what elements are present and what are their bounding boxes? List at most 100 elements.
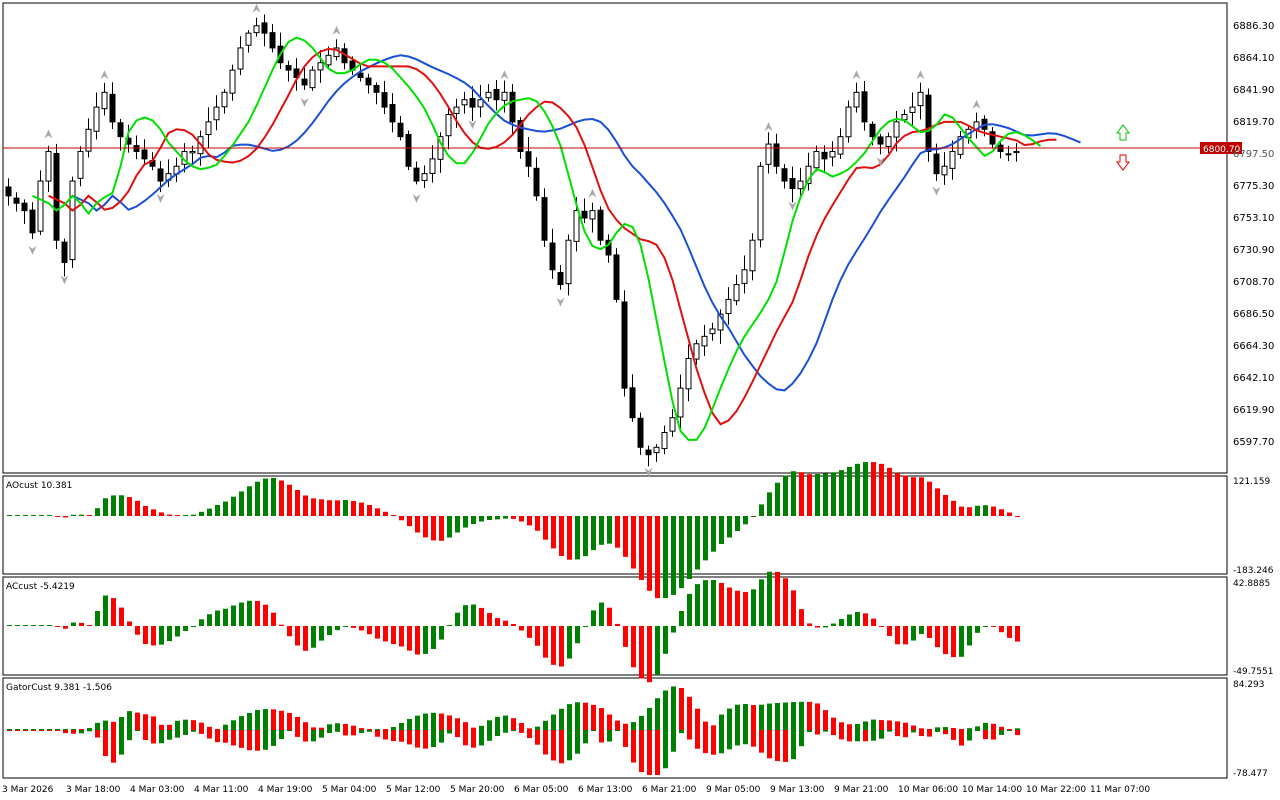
candle-body	[797, 180, 804, 190]
candle-body	[1013, 150, 1020, 154]
gator-down-bar	[671, 730, 676, 752]
candle-body	[285, 65, 292, 71]
candle-body	[301, 78, 308, 86]
gator-down-bar	[847, 730, 852, 742]
gator-down-bar	[591, 730, 596, 731]
gator-down-bar	[919, 730, 924, 736]
candle-body	[317, 62, 324, 71]
ao-bar	[503, 516, 508, 519]
gator-down-bar	[271, 730, 276, 746]
gator-up-bar	[719, 714, 724, 730]
gator-up-bar	[191, 720, 196, 730]
alligator-teeth-line	[48, 47, 1057, 426]
price-tick-label: 6753.10	[1233, 213, 1274, 224]
gator-down-bar	[663, 730, 668, 769]
gator-down-bar	[263, 730, 268, 750]
gator-down-bar	[215, 730, 220, 743]
gator-up-bar	[455, 718, 460, 730]
ao-bar	[63, 516, 68, 518]
ao-bar	[703, 516, 708, 561]
gator-down-bar	[151, 730, 156, 744]
gator-down-bar	[95, 730, 100, 738]
ao-bar	[719, 516, 724, 544]
gator-up-bar	[351, 725, 356, 730]
candle-body	[925, 94, 932, 152]
gator-down-bar	[567, 730, 572, 761]
gator-up-bar	[439, 713, 444, 730]
ac-bar	[343, 626, 348, 627]
fractal-down-icon	[468, 120, 477, 130]
ac-bar	[95, 611, 100, 626]
ao-bar	[103, 498, 108, 516]
candle-body	[869, 123, 876, 138]
candle-body	[821, 151, 828, 160]
gator-up-bar	[687, 696, 692, 730]
gator-up-bar	[975, 726, 980, 730]
ac-bar	[247, 600, 252, 626]
fractal-down-icon	[300, 97, 309, 107]
ao-bar	[71, 514, 76, 516]
ao-max-label: 121.159	[1233, 477, 1270, 487]
current-price-tag	[1200, 142, 1242, 154]
ao-bar	[183, 515, 188, 516]
ac-bar	[527, 626, 532, 638]
gator-down-bar	[191, 730, 196, 732]
ao-bar	[359, 502, 364, 516]
candle-body	[501, 91, 508, 101]
ao-bar	[615, 516, 620, 548]
ao-bar	[351, 500, 356, 516]
candle-body	[877, 136, 884, 145]
gator-down-bar	[615, 730, 620, 731]
candle-body	[685, 358, 692, 390]
gator-down-bar	[175, 730, 180, 738]
ac-bar	[831, 623, 836, 626]
ac-bar	[663, 626, 668, 654]
gator-up-bar	[871, 719, 876, 730]
ao-bar	[711, 516, 716, 552]
main-price-panel[interactable]	[2, 2, 1228, 474]
candle-body	[829, 150, 836, 158]
gator-up-bar	[583, 702, 588, 730]
ao-bar	[783, 475, 788, 516]
candle-body	[653, 446, 660, 454]
fractal-down-icon	[556, 297, 565, 307]
time-tick-label: 5 Mar 04:00	[322, 785, 377, 795]
ao-bar	[415, 516, 420, 533]
gator-down-bar	[559, 730, 564, 764]
sell-arrow-icon	[1116, 154, 1130, 171]
gator-label: GatorCust 9.381 -1.506	[6, 683, 112, 693]
ac-bar	[863, 613, 868, 626]
gator-up-bar	[303, 722, 308, 730]
gator-down-bar	[791, 730, 796, 760]
candle-body	[701, 335, 708, 347]
ao-bar	[727, 516, 732, 538]
gator-up-bar	[559, 708, 564, 730]
gator-down-bar	[535, 730, 540, 745]
candle-body	[837, 136, 844, 155]
gator-up-bar	[375, 729, 380, 730]
ao-bar	[687, 516, 692, 580]
gator-up-bar	[935, 727, 940, 730]
gator-up-bar	[247, 712, 252, 730]
ao-bar	[831, 472, 836, 516]
ao-bar	[823, 473, 828, 516]
ac-bar	[759, 579, 764, 626]
gator-down-bar	[447, 730, 452, 734]
gator-down-bar	[231, 730, 236, 746]
gator-up-bar	[87, 728, 92, 730]
ac-bar	[207, 614, 212, 626]
candle-body	[213, 106, 220, 121]
candle-body	[221, 91, 228, 108]
gator-up-bar	[655, 698, 660, 730]
time-tick-label: 10 Mar 06:00	[898, 785, 958, 795]
gator-up-bar	[663, 690, 668, 730]
candle-body	[141, 149, 148, 160]
ao-bar	[839, 470, 844, 516]
ac-bar	[815, 626, 820, 628]
ao-bar	[455, 516, 460, 533]
fractal-up-icon	[916, 70, 925, 80]
ac-bar	[47, 625, 52, 626]
gator-up-bar	[575, 702, 580, 730]
ao-bar	[55, 516, 60, 517]
